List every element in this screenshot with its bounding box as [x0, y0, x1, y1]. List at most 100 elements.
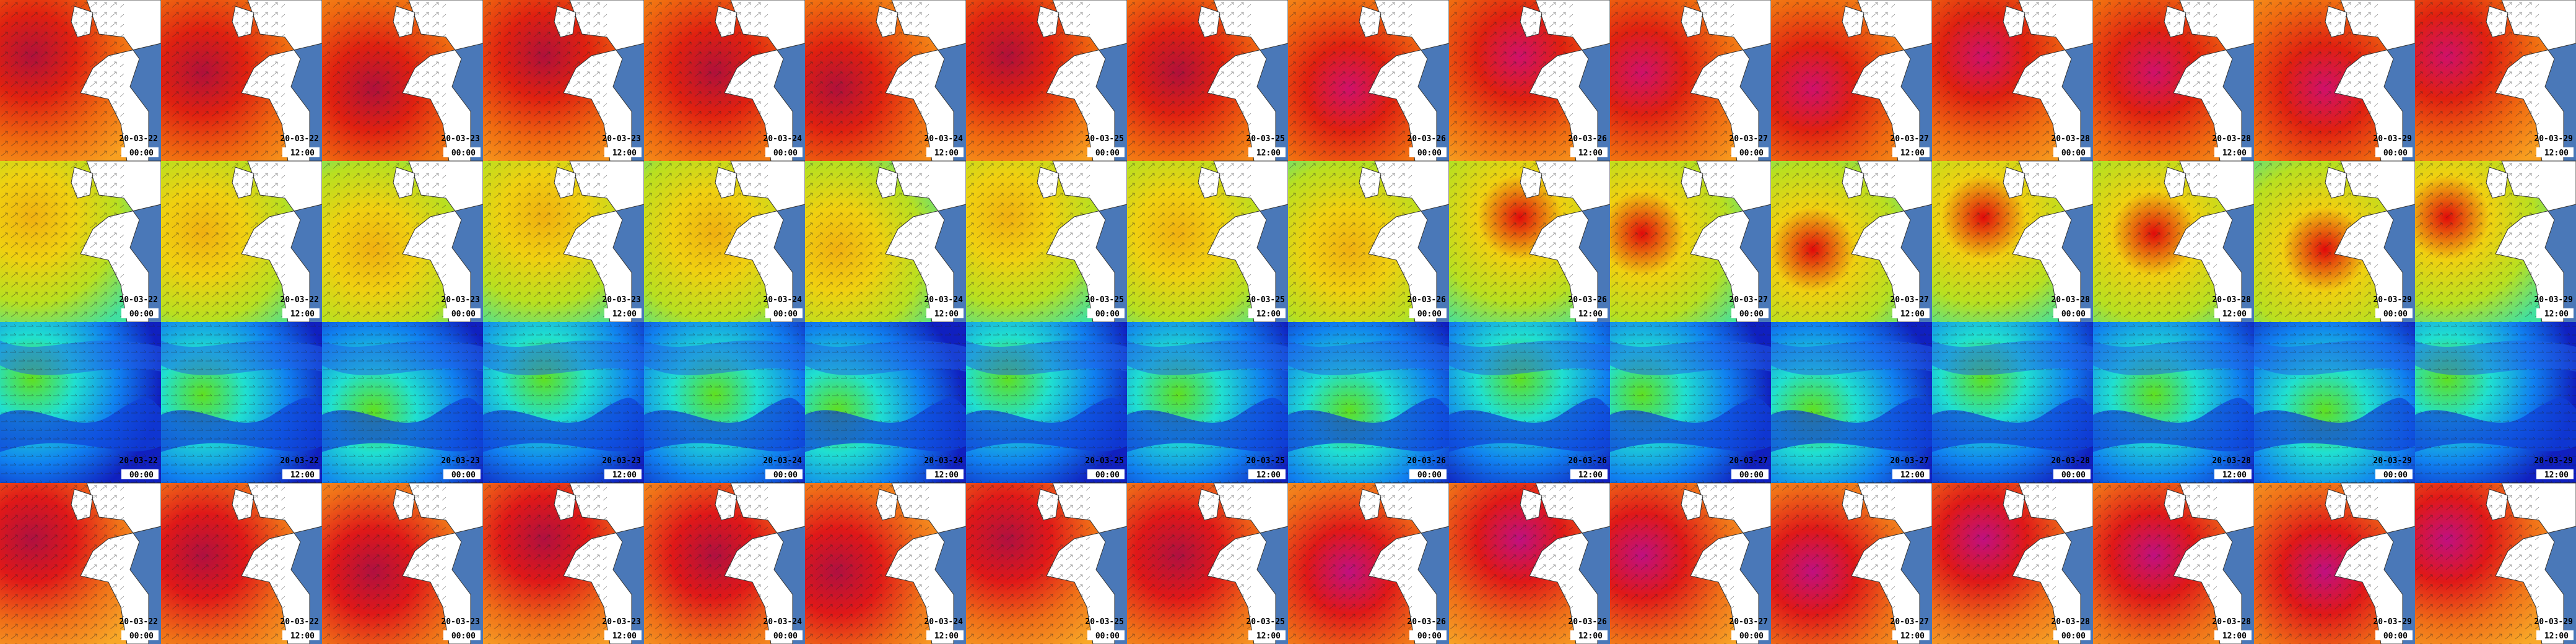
map-tile: 20-03-23 00:00 [322, 0, 484, 162]
map-tile: 20-03-29 00:00 [2254, 160, 2416, 323]
date-label: 20-03-25 [1085, 134, 1124, 144]
map-tile: 20-03-27 00:00 [1610, 322, 1771, 483]
label-box [926, 308, 964, 318]
label-box [1570, 308, 1608, 318]
overlay [2415, 322, 2576, 483]
label-box [926, 469, 964, 479]
map-tile: 20-03-23 12:00 [483, 322, 644, 483]
overlay [1932, 322, 2093, 483]
map-tile: 20-03-25 12:00 [1127, 0, 1289, 162]
overlay [1127, 322, 1288, 483]
map-tile: 20-03-29 12:00 [2415, 482, 2576, 644]
map-tile: 20-03-28 12:00 [2093, 0, 2255, 162]
time-label: 12:00 [612, 310, 637, 319]
date-label: 20-03-25 [1246, 295, 1285, 305]
label-box [1892, 630, 1930, 640]
map-tile: 20-03-23 12:00 [483, 0, 645, 162]
map-tile: 20-03-22 00:00 [0, 482, 162, 644]
label-box [1892, 147, 1930, 157]
date-label: 20-03-29 [2534, 295, 2573, 305]
overlay [805, 483, 929, 644]
date-label: 20-03-29 [2373, 295, 2412, 305]
time-label: 00:00 [2383, 632, 2408, 641]
time-label: 12:00 [2544, 149, 2569, 158]
label-box [1087, 147, 1125, 157]
date-label: 20-03-22 [280, 134, 319, 144]
overlay [1288, 0, 1412, 161]
time-label: 00:00 [1095, 310, 1120, 319]
date-label: 20-03-29 [2534, 134, 2573, 144]
label-box [2375, 308, 2413, 318]
map-tile: 20-03-22 12:00 [161, 322, 322, 483]
map-tile: 20-03-25 00:00 [966, 0, 1128, 162]
map-tile: 20-03-29 12:00 [2415, 160, 2576, 323]
map-tile: 20-03-25 12:00 [1127, 160, 1289, 323]
label-box [1731, 469, 1769, 479]
label-box [121, 630, 159, 640]
label-box [2536, 469, 2574, 479]
date-label: 20-03-23 [441, 134, 480, 144]
map-tile: 20-03-25 00:00 [966, 322, 1127, 483]
overlay [2093, 322, 2254, 483]
date-label: 20-03-27 [1890, 295, 1929, 305]
date-label: 20-03-25 [1085, 456, 1124, 466]
label-box [2214, 147, 2252, 157]
time-label: 00:00 [451, 632, 476, 641]
date-label: 20-03-25 [1246, 617, 1285, 627]
map-tile: 20-03-28 12:00 [2093, 482, 2255, 644]
overlay [0, 483, 124, 644]
map-tile: 20-03-26 12:00 [1449, 482, 1611, 644]
map-tile: 20-03-26 12:00 [1449, 160, 1611, 323]
time-label: 12:00 [2222, 310, 2247, 319]
overlay [966, 0, 1090, 161]
time-label: 12:00 [290, 310, 315, 319]
time-label: 00:00 [773, 310, 798, 319]
time-label: 00:00 [2383, 149, 2408, 158]
time-label: 00:00 [2061, 471, 2086, 480]
overlay [161, 161, 285, 322]
map-tile: 20-03-27 12:00 [1771, 160, 1933, 323]
map-tile: 20-03-27 00:00 [1610, 0, 1772, 162]
date-label: 20-03-24 [763, 134, 802, 144]
label-box [282, 469, 320, 479]
overlay [805, 161, 929, 322]
date-label: 20-03-26 [1407, 456, 1446, 466]
label-box [2214, 630, 2252, 640]
overlay [805, 0, 929, 161]
label-box [2375, 469, 2413, 479]
date-label: 20-03-28 [2212, 295, 2251, 305]
map-tile: 20-03-29 12:00 [2415, 322, 2576, 483]
map-tile: 20-03-26 00:00 [1288, 482, 1450, 644]
time-label: 00:00 [1417, 471, 1442, 480]
label-box [2214, 308, 2252, 318]
time-label: 00:00 [773, 149, 798, 158]
time-label: 12:00 [290, 471, 315, 480]
time-label: 12:00 [2544, 471, 2569, 480]
map-tile: 20-03-26 12:00 [1449, 322, 1610, 483]
date-label: 20-03-27 [1890, 617, 1929, 627]
label-box [2053, 147, 2091, 157]
overlay [161, 483, 285, 644]
map-tile: 20-03-23 00:00 [322, 322, 483, 483]
overlay [966, 483, 1090, 644]
date-label: 20-03-28 [2212, 456, 2251, 466]
map-tile: 20-03-28 00:00 [1932, 482, 2094, 644]
map-tile: 20-03-24 00:00 [644, 482, 806, 644]
time-label: 12:00 [2222, 471, 2247, 480]
time-label: 12:00 [290, 632, 315, 641]
label-box [2053, 308, 2091, 318]
overlay [1288, 161, 1412, 322]
label-box [282, 630, 320, 640]
label-box [1892, 469, 1930, 479]
overlay [1771, 322, 1932, 483]
map-tile: 20-03-25 00:00 [966, 482, 1128, 644]
overlay [483, 0, 607, 161]
date-label: 20-03-28 [2212, 134, 2251, 144]
time-label: 12:00 [2222, 632, 2247, 641]
label-box [1570, 469, 1608, 479]
time-label: 00:00 [129, 471, 154, 480]
label-box [1570, 147, 1608, 157]
time-label: 12:00 [1578, 632, 1603, 641]
time-label: 00:00 [1739, 310, 1764, 319]
time-label: 00:00 [2061, 149, 2086, 158]
